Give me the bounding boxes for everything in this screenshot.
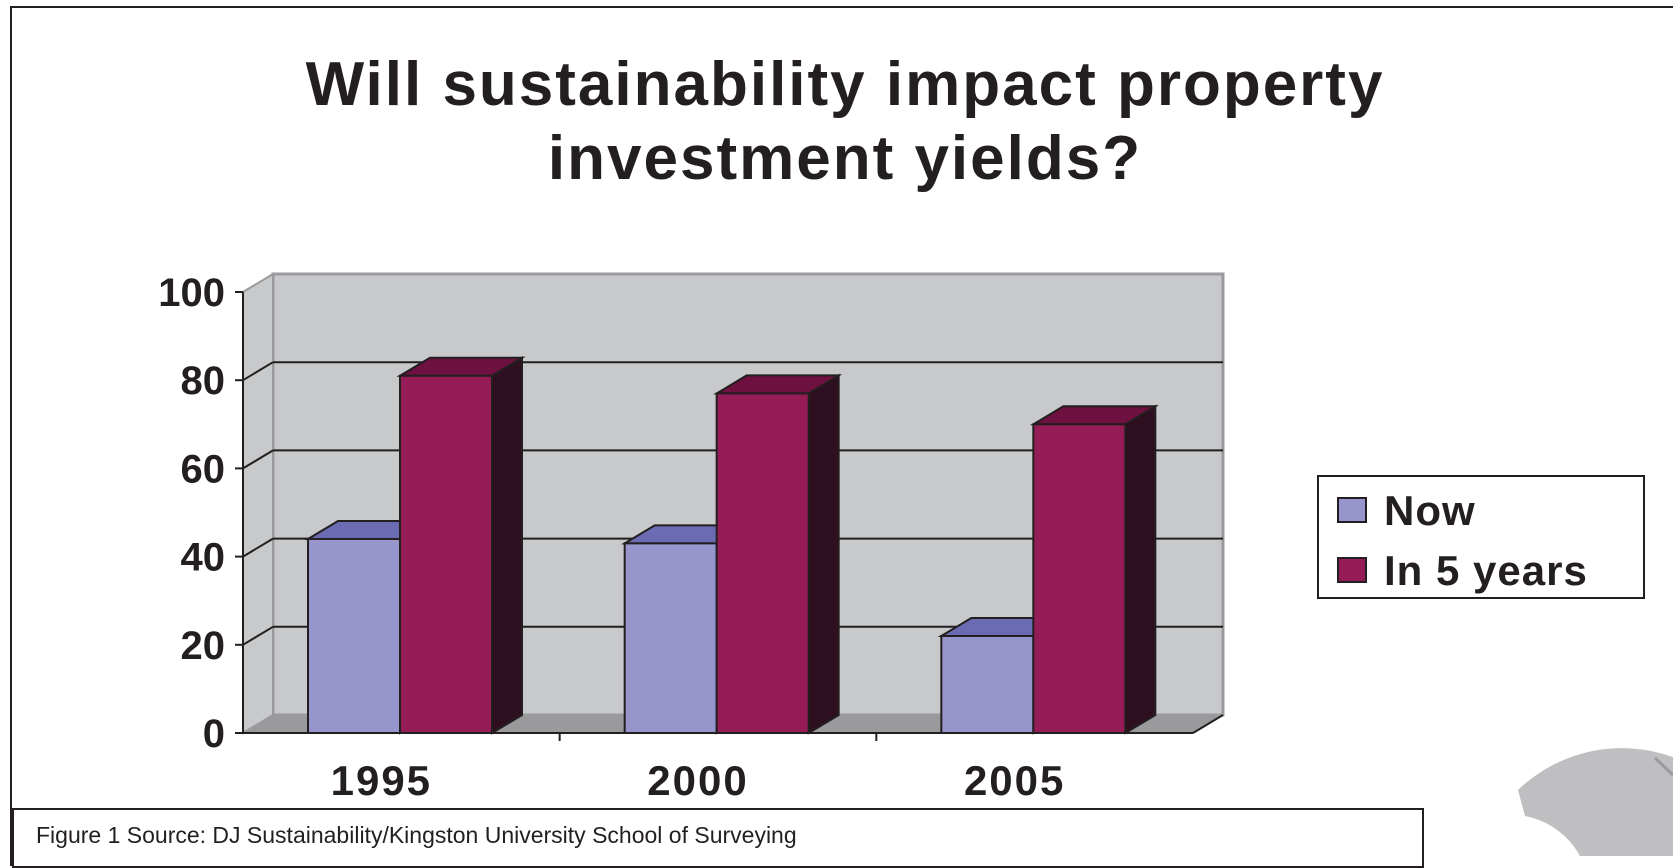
x-tick-label: 1995 <box>331 757 432 804</box>
gridline-side <box>242 449 274 470</box>
y-tick-label: 60 <box>181 447 226 491</box>
bar-side <box>807 373 840 735</box>
legend-box <box>1317 475 1645 599</box>
x-axis-depth-line <box>1192 714 1224 734</box>
bar-1-1 <box>715 392 810 734</box>
bar-0-1 <box>623 542 718 734</box>
bar-side <box>1124 404 1157 735</box>
legend-swatch <box>1337 557 1367 583</box>
y-tick-label: 0 <box>203 712 225 756</box>
logo-arc-icon <box>1518 748 1673 856</box>
bar-0-0 <box>307 537 401 735</box>
bar-0-2 <box>940 634 1035 734</box>
y-tick-label: 100 <box>158 271 225 315</box>
y-tick-label: 80 <box>181 359 226 403</box>
y-tick-label: 20 <box>181 624 226 668</box>
logo-stroke-icon <box>1653 756 1673 777</box>
gridline-side <box>242 625 274 646</box>
bar-1-0 <box>399 374 493 734</box>
legend-label: Now <box>1384 487 1476 534</box>
bar-side <box>491 356 523 735</box>
gridline-side <box>242 537 274 558</box>
y-tick-label: 40 <box>181 536 226 580</box>
legend-label: In 5 years <box>1384 547 1588 594</box>
x-tick-label: 2000 <box>647 757 748 804</box>
chart-title: Will sustainability impact property inve… <box>305 50 1385 193</box>
bar-1-2 <box>1032 423 1127 734</box>
chart-frame <box>10 6 1673 866</box>
side-wall <box>242 272 274 735</box>
figure-caption: Figure 1 Source: DJ Sustainability/Kings… <box>12 808 1424 868</box>
legend-swatch <box>1337 497 1367 523</box>
x-tick-label: 2005 <box>964 757 1065 804</box>
gridline-side <box>242 361 274 382</box>
